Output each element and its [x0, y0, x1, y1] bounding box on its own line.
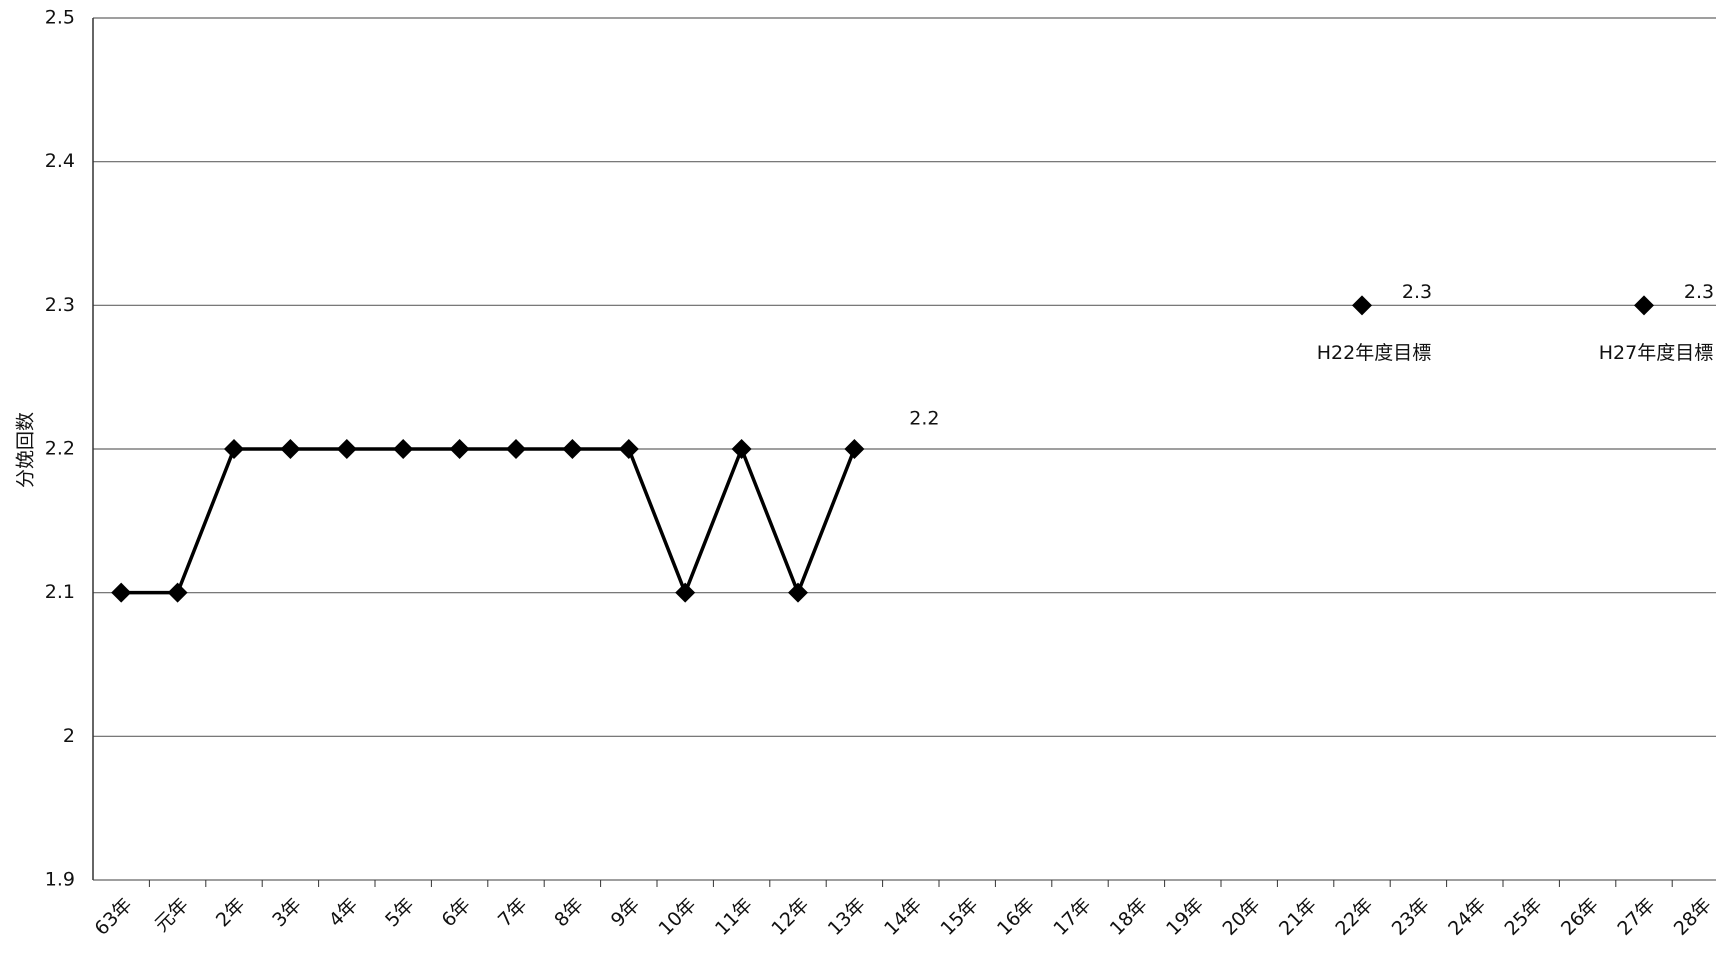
- x-tick-label: 20年: [1219, 894, 1265, 940]
- data-point: [788, 582, 808, 603]
- data-label: 2.3: [1684, 281, 1714, 303]
- data-point: [111, 582, 132, 603]
- data-label: 2.3: [1402, 281, 1432, 303]
- data-point: [844, 439, 865, 459]
- x-tick-label: 7年: [494, 894, 532, 932]
- data-point: [1634, 295, 1654, 316]
- y-tick-label: 2.3: [45, 294, 75, 316]
- x-tick-label: 25年: [1501, 894, 1547, 940]
- data-point: [393, 439, 414, 459]
- x-tick-label: 13年: [824, 894, 870, 940]
- data-point: [167, 582, 188, 603]
- x-tick-label: 19年: [1162, 894, 1208, 940]
- x-tick-label: 12年: [767, 894, 813, 940]
- x-tick-label: 27年: [1613, 894, 1659, 940]
- x-tick-label: 28年: [1670, 894, 1716, 940]
- x-tick-label: 10年: [655, 894, 701, 940]
- annotation: H22年度目標: [1317, 342, 1431, 364]
- x-tick-label: 63年: [91, 894, 137, 940]
- x-tick-label: 9年: [607, 894, 645, 932]
- y-tick-label: 2: [63, 725, 75, 747]
- x-tick-label: 3年: [268, 894, 306, 932]
- x-tick-label: 元年: [151, 894, 193, 936]
- data-point: [449, 439, 470, 459]
- data-point: [1352, 295, 1372, 316]
- data-label: 2.2: [909, 408, 939, 430]
- x-tick-label: 17年: [1049, 894, 1095, 940]
- x-tick-label: 2年: [212, 894, 250, 932]
- data-point: [562, 439, 583, 459]
- x-tick-label: 5年: [381, 894, 419, 932]
- data-point: [618, 439, 639, 459]
- annotation: H27年度目標: [1599, 342, 1713, 364]
- data-point: [224, 439, 244, 459]
- x-tick-label: 4年: [325, 894, 363, 932]
- x-tick-label: 21年: [1275, 894, 1321, 940]
- y-tick-label: 2.2: [45, 438, 75, 460]
- x-tick-label: 11年: [711, 894, 757, 940]
- x-tick-label: 14年: [880, 894, 926, 940]
- x-tick-label: 24年: [1444, 894, 1490, 940]
- data-point: [506, 439, 526, 459]
- data-point: [675, 582, 696, 603]
- y-tick-label: 2.1: [45, 581, 75, 603]
- y-tick-label: 2.4: [45, 150, 75, 172]
- x-tick-label: 6年: [437, 894, 475, 932]
- y-axis-label: 分娩回数: [15, 412, 37, 488]
- data-point: [731, 439, 752, 459]
- x-tick-label: 23年: [1388, 894, 1434, 940]
- data-point: [336, 439, 357, 459]
- x-tick-label: 16年: [993, 894, 1039, 940]
- x-tick-label: 26年: [1557, 894, 1603, 940]
- y-tick-label: 2.5: [45, 7, 75, 29]
- x-tick-label: 22年: [1331, 894, 1377, 940]
- data-point: [280, 439, 301, 459]
- x-tick-label: 8年: [550, 894, 588, 932]
- y-tick-label: 1.9: [45, 869, 75, 891]
- x-tick-label: 15年: [937, 894, 983, 940]
- series-line: [121, 444, 857, 598]
- x-tick-label: 18年: [1106, 894, 1152, 940]
